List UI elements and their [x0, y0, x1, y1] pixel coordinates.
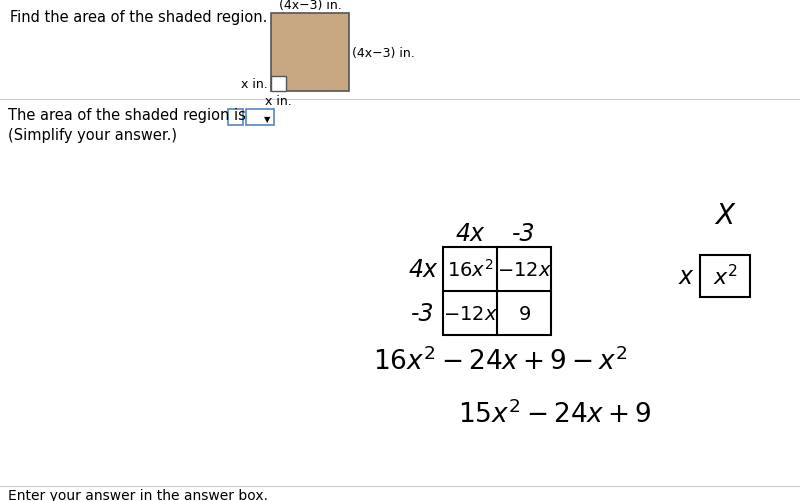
Bar [443, 247, 551, 335]
Text: $-12x$: $-12x$ [497, 260, 551, 279]
Text: -3: -3 [512, 221, 536, 245]
Text: 4x: 4x [409, 258, 438, 282]
Text: x: x [679, 265, 693, 289]
Text: 4x: 4x [455, 221, 485, 245]
Text: X: X [715, 201, 734, 229]
Text: Enter your answer in the answer box.: Enter your answer in the answer box. [8, 488, 268, 501]
Bar [271, 77, 286, 92]
Text: (4x−3) in.: (4x−3) in. [278, 0, 342, 12]
Text: $-12x$: $-12x$ [442, 304, 498, 323]
Text: x in.: x in. [242, 78, 268, 91]
Text: Find the area of the shaded region.: Find the area of the shaded region. [10, 10, 267, 25]
Text: -3: -3 [411, 302, 434, 325]
Text: ▼: ▼ [264, 115, 270, 124]
Text: The area of the shaded region is: The area of the shaded region is [8, 108, 246, 123]
Text: $x^2$: $x^2$ [713, 264, 738, 289]
Text: x in.: x in. [265, 95, 292, 108]
Text: $15x^2 - 24x + 9$: $15x^2 - 24x + 9$ [458, 400, 652, 428]
Bar [228, 110, 243, 126]
Text: (4x−3) in.: (4x−3) in. [352, 47, 414, 60]
Bar [271, 14, 349, 92]
Text: $16x^2 - 24x + 9 - x^2$: $16x^2 - 24x + 9 - x^2$ [373, 347, 627, 376]
Text: $16x^2$: $16x^2$ [446, 259, 494, 281]
Bar [246, 110, 274, 126]
Text: (Simplify your answer.): (Simplify your answer.) [8, 128, 177, 143]
Text: $9$: $9$ [518, 304, 530, 323]
Bar [700, 256, 750, 298]
